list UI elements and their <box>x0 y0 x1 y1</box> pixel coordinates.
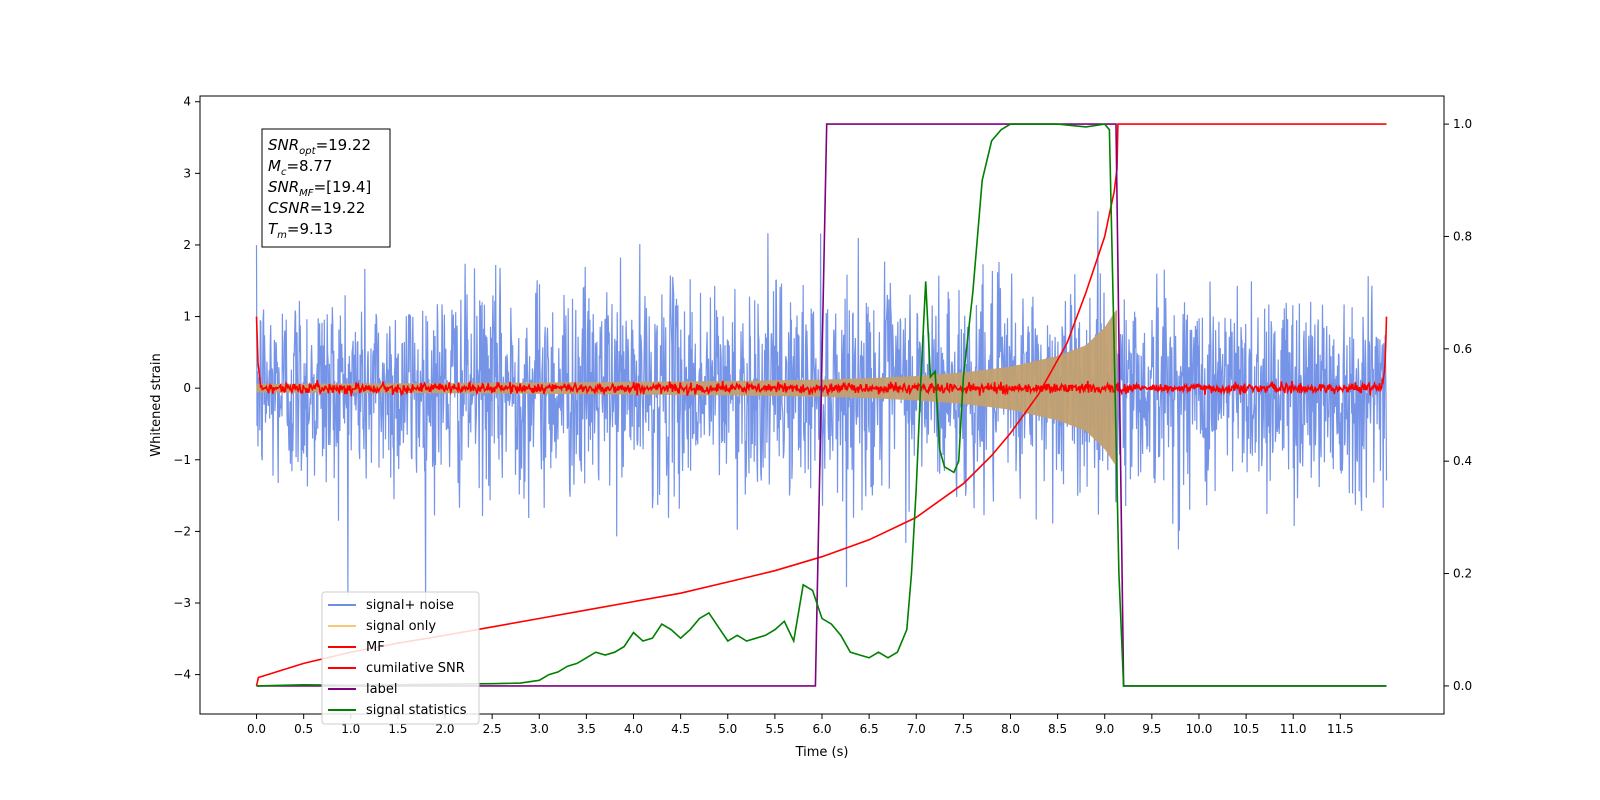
legend-label: signal+ noise <box>366 598 454 613</box>
y-axis-right-ticks: 0.0 0.2 0.4 0.6 0.8 1.0 <box>1444 117 1472 693</box>
x-tick-label: 9.5 <box>1142 722 1161 736</box>
legend-box <box>321 591 480 725</box>
annotation-line: CSNR=19.22 <box>268 199 365 217</box>
x-tick-label: 2.0 <box>435 722 454 736</box>
legend: signal+ noise signal only MF cumilative SNR… <box>321 591 480 725</box>
x-tick-label: 6.0 <box>812 722 831 736</box>
y-right-tick-label: 0.2 <box>1453 567 1472 581</box>
legend-label: label <box>366 682 397 697</box>
y-right-tick-label: 0.4 <box>1453 454 1472 468</box>
x-tick-label: 8.0 <box>1001 722 1020 736</box>
x-tick-label: 0.0 <box>247 722 266 736</box>
stats-annotation: SNRopt=19.22Mc=8.77SNRMF=[19.4]CSNR=19.2… <box>261 128 391 248</box>
x-tick-label: 7.5 <box>954 722 973 736</box>
y-axis-left-ticks: −4 −3 −2 −1 0 1 2 3 4 <box>173 95 200 682</box>
y-left-tick-label: −2 <box>173 524 191 538</box>
y-axis-label: Whitened strain <box>149 353 164 456</box>
x-tick-label: 2.5 <box>483 722 502 736</box>
y-right-tick-label: 0.0 <box>1453 679 1472 693</box>
x-tick-label: 1.5 <box>388 722 407 736</box>
annotation-line: Tm=9.13 <box>268 220 333 241</box>
x-tick-label: 6.5 <box>860 722 879 736</box>
x-tick-label: 4.0 <box>624 722 643 736</box>
legend-label: signal only <box>366 619 436 634</box>
x-tick-label: 11.5 <box>1327 722 1354 736</box>
legend-label: signal statistics <box>366 703 467 718</box>
annotation-line: SNRMF=[19.4] <box>268 178 371 199</box>
y-left-tick-label: 1 <box>183 310 191 324</box>
y-right-tick-label: 0.6 <box>1453 342 1472 356</box>
x-axis-ticks: 0.0 0.5 1.0 1.5 2.0 2.5 3.0 3.5 4.0 4.5 5.0 5.5 6.0 6… <box>247 714 1354 736</box>
series-signal-statistics-line <box>256 123 1387 687</box>
x-tick-label: 9.0 <box>1095 722 1114 736</box>
x-tick-label: 3.0 <box>530 722 549 736</box>
y-right-tick-label: 1.0 <box>1453 117 1472 131</box>
y-right-tick-label: 0.8 <box>1453 229 1472 243</box>
legend-label: MF <box>366 640 385 655</box>
y-left-tick-label: −4 <box>173 668 191 682</box>
x-tick-label: 7.0 <box>907 722 926 736</box>
y-left-tick-label: −3 <box>173 596 191 610</box>
x-tick-label: 0.5 <box>294 722 313 736</box>
x-tick-label: 11.0 <box>1280 722 1307 736</box>
x-tick-label: 10.0 <box>1186 722 1213 736</box>
annotation-box <box>261 128 391 248</box>
y-left-tick-label: 3 <box>183 166 191 180</box>
x-tick-label: 5.5 <box>765 722 784 736</box>
x-tick-label: 5.0 <box>718 722 737 736</box>
y-left-tick-label: 0 <box>183 381 191 395</box>
x-tick-label: 4.5 <box>671 722 690 736</box>
x-tick-label: 3.5 <box>577 722 596 736</box>
annotation-line: Mc=8.77 <box>268 157 332 178</box>
x-axis-label: Time (s) <box>795 745 849 760</box>
x-tick-label: 8.5 <box>1048 722 1067 736</box>
y-left-tick-label: −1 <box>173 453 191 467</box>
legend-label: cumilative SNR <box>366 661 465 676</box>
x-tick-label: 10.5 <box>1233 722 1260 736</box>
y-left-tick-label: 2 <box>183 238 191 252</box>
x-tick-label: 1.0 <box>341 722 360 736</box>
y-left-tick-label: 4 <box>183 95 191 109</box>
annotation-line: SNRopt=19.22 <box>268 136 371 157</box>
